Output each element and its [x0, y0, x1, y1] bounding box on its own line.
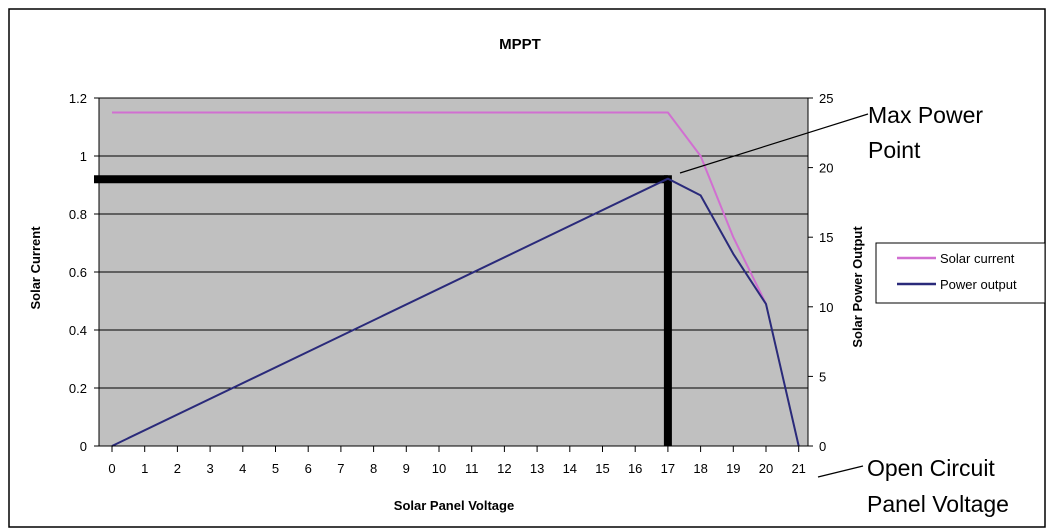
x-tick-label-6: 6: [305, 461, 312, 476]
open-circuit-leader: [817, 465, 864, 478]
right-tick-label-2: 10: [819, 300, 833, 315]
left-tick-label-5: 1: [80, 149, 87, 164]
max-power-label-line-1: Max Power: [868, 102, 983, 128]
left-axis-label: Solar Current: [28, 226, 43, 310]
x-tick-label-21: 21: [791, 461, 805, 476]
open-circuit-label-line-1: Open Circuit: [867, 455, 995, 481]
x-tick-label-8: 8: [370, 461, 377, 476]
left-tick-label-6: 1.2: [69, 91, 87, 106]
right-tick-label-5: 25: [819, 91, 833, 106]
right-tick-label-3: 15: [819, 230, 833, 245]
max-power-point-leader: [679, 113, 869, 174]
right-tick-label-0: 0: [819, 439, 826, 454]
right-axis-ticks: 0 5 10 15 20 25: [808, 91, 833, 454]
left-tick-label-0: 0: [80, 439, 87, 454]
x-tick-label-16: 16: [628, 461, 642, 476]
right-tick-label-1: 5: [819, 369, 826, 384]
left-axis-ticks: 0 0.2 0.4 0.6 0.8 1 1.2: [69, 91, 99, 454]
left-tick-label-2: 0.4: [69, 323, 87, 338]
x-tick-label-1: 1: [141, 461, 148, 476]
annotations: Max Power Point Open Circuit Panel Volta…: [679, 102, 1009, 517]
x-tick-label-10: 10: [432, 461, 446, 476]
series-layer: [111, 111, 800, 447]
x-axis-ticks: 0 1 2 3 4 5 6 7 8 9 10 11 12 13 14 15 16 17 18 19 20 21: [108, 446, 806, 476]
x-tick-label-20: 20: [759, 461, 773, 476]
x-tick-label-14: 14: [563, 461, 577, 476]
series-line-solar-current: [112, 111, 767, 305]
left-tick-label-3: 0.6: [69, 265, 87, 280]
max-power-point-lines: [94, 175, 672, 446]
x-tick-label-12: 12: [497, 461, 511, 476]
series-line-power-output: [111, 177, 800, 447]
right-tick-label-4: 20: [819, 161, 833, 176]
left-tick-label-4: 0.8: [69, 207, 87, 222]
x-tick-label-11: 11: [465, 461, 479, 476]
x-tick-label-13: 13: [530, 461, 544, 476]
legend-label-solar-current: Solar current: [940, 251, 1015, 266]
x-tick-label-3: 3: [206, 461, 213, 476]
x-tick-label-2: 2: [174, 461, 181, 476]
right-axis-label: Solar Power Output: [850, 226, 865, 348]
x-tick-label-18: 18: [693, 461, 707, 476]
max-power-label-line-2: Point: [868, 137, 921, 163]
legend-box: [875, 242, 1046, 304]
x-tick-label-15: 15: [595, 461, 609, 476]
chart-title: MPPT: [499, 36, 541, 53]
x-tick-label-7: 7: [337, 461, 344, 476]
legend: Solar current Power output: [875, 242, 1046, 304]
x-tick-label-4: 4: [239, 461, 246, 476]
x-tick-label-0: 0: [108, 461, 115, 476]
x-tick-label-9: 9: [403, 461, 410, 476]
x-tick-label-17: 17: [661, 461, 675, 476]
x-tick-label-19: 19: [726, 461, 740, 476]
left-tick-label-1: 0.2: [69, 381, 87, 396]
grid-lines: [99, 97, 808, 389]
x-tick-label-5: 5: [272, 461, 279, 476]
legend-label-power-output: Power output: [940, 277, 1017, 292]
x-axis-label: Solar Panel Voltage: [394, 498, 514, 513]
open-circuit-label-line-2: Panel Voltage: [867, 491, 1009, 517]
